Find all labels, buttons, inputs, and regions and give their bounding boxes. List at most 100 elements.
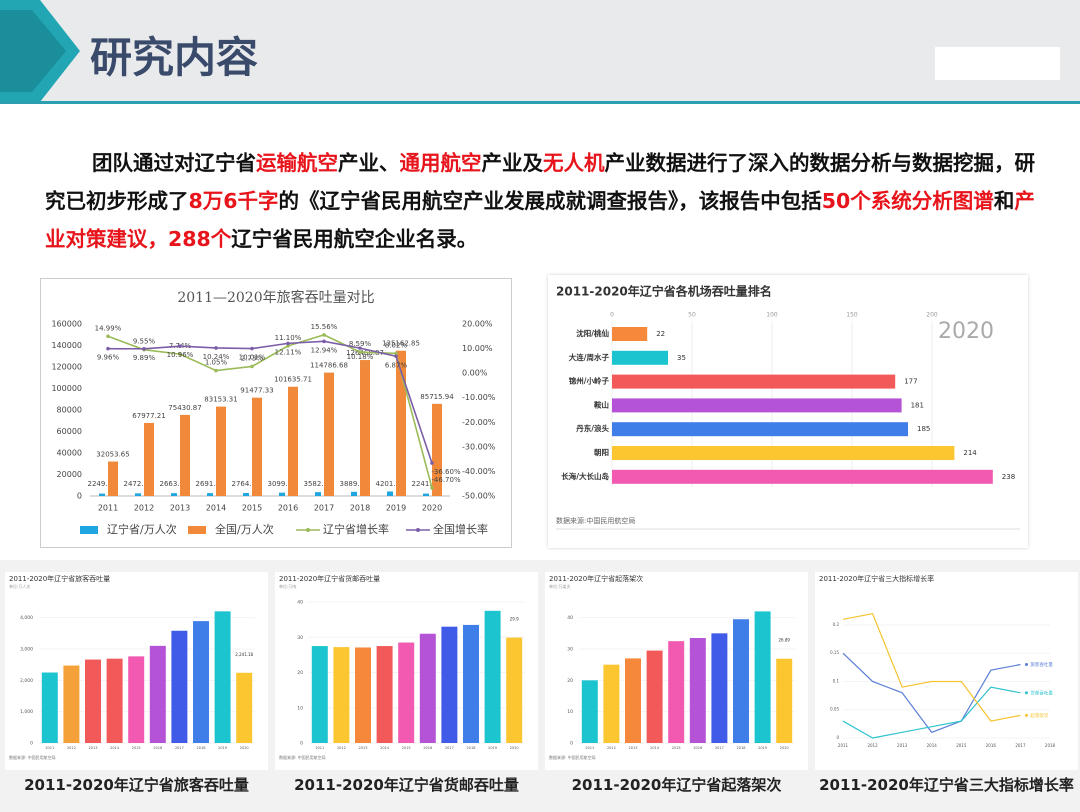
unit-label: 单位:万吨 xyxy=(279,583,296,589)
caption: 2011-2020年辽宁省三大指标增长率 xyxy=(819,776,1074,794)
chart-title: 2011-2020年辽宁省三大指标增长率 xyxy=(819,574,934,583)
data-label: 2,241.18 xyxy=(235,652,253,657)
text-run: 和 xyxy=(993,189,1015,213)
x-tick-label: 2012 xyxy=(337,746,346,750)
bar xyxy=(612,398,902,413)
y2-tick-label: -40.00% xyxy=(462,467,496,476)
y-tick-label: 20 xyxy=(297,670,303,676)
y-tick-label: 40 xyxy=(567,615,573,621)
data-label: 238 xyxy=(1002,473,1015,481)
x-tick-label: 2011 xyxy=(838,743,849,748)
bar xyxy=(689,638,706,743)
bar xyxy=(85,659,101,743)
bar xyxy=(733,619,749,743)
chart-title: 2011-2020年辽宁省各机场吞吐量排名 xyxy=(556,284,772,299)
data-label: 3889.77 xyxy=(340,480,369,488)
bar xyxy=(288,386,298,496)
bar xyxy=(646,650,663,743)
chart-frame xyxy=(40,278,512,548)
point xyxy=(394,351,398,356)
point xyxy=(250,364,254,369)
point xyxy=(106,346,110,351)
point xyxy=(322,333,326,337)
legend-label: 旅客吞吐量 xyxy=(1030,661,1053,668)
bar xyxy=(754,611,771,743)
y-tick-label: 0 xyxy=(836,735,839,740)
data-label: 8.02% xyxy=(385,341,408,349)
category-label: 长海/大长山岛 xyxy=(561,471,609,481)
data-label: 2472.18 xyxy=(124,480,153,488)
x-tick-label: 2019 xyxy=(758,746,767,750)
x-tick-label: 50 xyxy=(688,312,696,319)
category-label: 锦州/小岭子 xyxy=(569,376,610,386)
y-tick-label: 3,000 xyxy=(20,647,33,653)
bar xyxy=(333,647,350,743)
bar xyxy=(207,493,213,496)
point xyxy=(214,346,218,350)
bar xyxy=(625,658,641,743)
y-tick-label: 0.1 xyxy=(833,678,840,683)
y2-tick-label: 10.00% xyxy=(462,344,493,353)
x-tick-label: 2014 xyxy=(380,746,390,750)
x-tick-label: 100 xyxy=(766,312,778,319)
bar xyxy=(214,611,231,743)
data-label: 114786.68 xyxy=(310,362,348,370)
legend-swatch xyxy=(1024,691,1028,695)
header-band xyxy=(0,0,1080,102)
y-tick-label: 20000 xyxy=(57,470,82,479)
text-run: 产业对策建议，288个 xyxy=(45,189,1035,251)
line xyxy=(842,612,1021,722)
legend-swatch xyxy=(1024,713,1028,717)
bar xyxy=(506,637,523,743)
x-tick-label: 2017 xyxy=(1015,743,1026,748)
x-tick-label: 2014 xyxy=(927,743,938,748)
x-tick-label: 2020 xyxy=(780,746,789,750)
category-label: 沈阳/桃仙 xyxy=(576,328,609,338)
data-label: 35 xyxy=(677,354,686,362)
text-run: 辽宁省民用航空企业名录。 xyxy=(231,227,478,251)
point xyxy=(250,346,254,351)
y-tick-label: 80000 xyxy=(57,406,82,415)
bar xyxy=(128,656,145,743)
data-label: 8.59% xyxy=(349,340,372,348)
y-tick-label: 160000 xyxy=(51,320,82,329)
text-run: 的《辽宁省民用航空产业发展成就调查报告》，该报告中包括 xyxy=(278,189,822,213)
slide-title: 研究内容 xyxy=(90,33,259,82)
text-run: 通用航空 xyxy=(399,151,482,175)
bar xyxy=(355,647,371,743)
chart-title: 2011-2020年辽宁省货邮吞吐量 xyxy=(279,574,380,583)
x-tick-label: 2012 xyxy=(67,746,76,750)
bar xyxy=(398,642,415,743)
data-label: 181 xyxy=(911,401,924,409)
text-run: 8万6千字 xyxy=(188,189,279,213)
x-tick-label: 2011 xyxy=(98,504,118,513)
point xyxy=(286,341,290,346)
y2-tick-label: 0.00% xyxy=(462,369,488,378)
x-tick-label: 2012 xyxy=(607,746,616,750)
bar xyxy=(63,665,80,743)
data-label: 26.89 xyxy=(778,638,790,643)
bar xyxy=(315,492,321,496)
bar xyxy=(776,658,793,743)
x-tick-label: 2019 xyxy=(488,746,497,750)
bar xyxy=(612,350,668,365)
data-label: 9.55% xyxy=(133,338,156,346)
legend-label: 辽宁省/万人次 xyxy=(107,522,177,536)
point xyxy=(214,368,218,373)
data-label: 135162.85 xyxy=(382,340,420,348)
y-tick-label: 120000 xyxy=(51,363,82,372)
bar xyxy=(432,403,442,496)
point xyxy=(430,486,434,490)
data-label: 12.94% xyxy=(311,346,338,354)
x-tick-label: 2015 xyxy=(956,743,967,748)
x-tick-label: 2017 xyxy=(175,746,184,750)
bar xyxy=(236,672,253,743)
header-rule xyxy=(0,101,1080,104)
source: 数据来源:中国民用航空局 xyxy=(556,516,635,525)
bar xyxy=(612,422,908,437)
y-tick-label: 1,000 xyxy=(20,709,33,715)
x-tick-label: 2011 xyxy=(585,746,594,750)
point xyxy=(322,339,326,344)
